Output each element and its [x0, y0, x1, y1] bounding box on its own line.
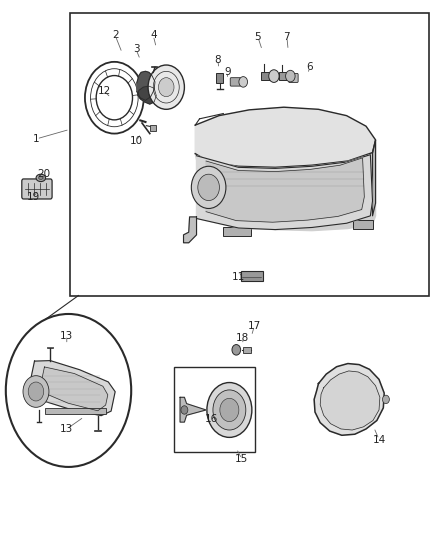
- Text: 18: 18: [236, 333, 249, 343]
- Text: 13: 13: [60, 331, 74, 341]
- Ellipse shape: [36, 174, 46, 182]
- Text: 16: 16: [205, 415, 218, 424]
- Text: 3: 3: [133, 44, 139, 54]
- Circle shape: [286, 70, 295, 82]
- Polygon shape: [28, 361, 115, 416]
- Circle shape: [159, 78, 174, 96]
- Text: 7: 7: [283, 32, 290, 42]
- Text: 2: 2: [112, 30, 119, 41]
- Circle shape: [6, 314, 131, 467]
- Polygon shape: [314, 364, 384, 435]
- Circle shape: [198, 174, 219, 200]
- Circle shape: [232, 344, 240, 355]
- Circle shape: [382, 395, 389, 403]
- Text: 20: 20: [37, 169, 50, 179]
- Polygon shape: [206, 158, 364, 222]
- Text: 13: 13: [60, 424, 74, 434]
- Polygon shape: [197, 155, 372, 230]
- Polygon shape: [320, 371, 380, 430]
- FancyBboxPatch shape: [150, 125, 156, 132]
- Circle shape: [28, 382, 44, 401]
- FancyBboxPatch shape: [261, 72, 270, 80]
- FancyBboxPatch shape: [45, 408, 106, 414]
- Polygon shape: [180, 397, 206, 422]
- Polygon shape: [195, 107, 375, 167]
- FancyBboxPatch shape: [215, 74, 223, 83]
- Text: 9: 9: [224, 67, 230, 77]
- Polygon shape: [372, 140, 375, 216]
- Text: 12: 12: [98, 86, 111, 96]
- FancyBboxPatch shape: [230, 78, 240, 86]
- Text: 19: 19: [27, 192, 41, 202]
- Text: 15: 15: [235, 454, 248, 464]
- FancyBboxPatch shape: [279, 72, 287, 80]
- Text: 5: 5: [254, 32, 261, 42]
- Circle shape: [191, 166, 226, 208]
- FancyBboxPatch shape: [353, 220, 372, 229]
- Polygon shape: [138, 86, 156, 104]
- Polygon shape: [195, 140, 375, 231]
- Text: 6: 6: [307, 62, 313, 72]
- FancyBboxPatch shape: [243, 346, 251, 353]
- FancyBboxPatch shape: [70, 13, 429, 295]
- Polygon shape: [184, 217, 197, 243]
- FancyBboxPatch shape: [223, 228, 251, 236]
- Text: 4: 4: [150, 30, 156, 41]
- Circle shape: [181, 406, 188, 414]
- Text: 10: 10: [129, 136, 142, 146]
- Circle shape: [23, 376, 49, 407]
- Polygon shape: [137, 71, 155, 100]
- Text: 8: 8: [214, 55, 221, 64]
- FancyBboxPatch shape: [289, 74, 298, 83]
- Text: 17: 17: [248, 320, 261, 330]
- Circle shape: [220, 398, 239, 422]
- Text: 14: 14: [372, 434, 385, 445]
- Text: 11: 11: [232, 272, 245, 282]
- Circle shape: [148, 65, 184, 109]
- Circle shape: [239, 77, 247, 87]
- Ellipse shape: [39, 176, 43, 180]
- FancyBboxPatch shape: [240, 271, 263, 281]
- Text: 1: 1: [33, 134, 40, 144]
- Circle shape: [213, 390, 246, 430]
- FancyBboxPatch shape: [22, 179, 52, 199]
- FancyBboxPatch shape: [173, 367, 255, 452]
- Circle shape: [269, 70, 279, 83]
- Circle shape: [207, 383, 252, 438]
- Polygon shape: [39, 367, 108, 411]
